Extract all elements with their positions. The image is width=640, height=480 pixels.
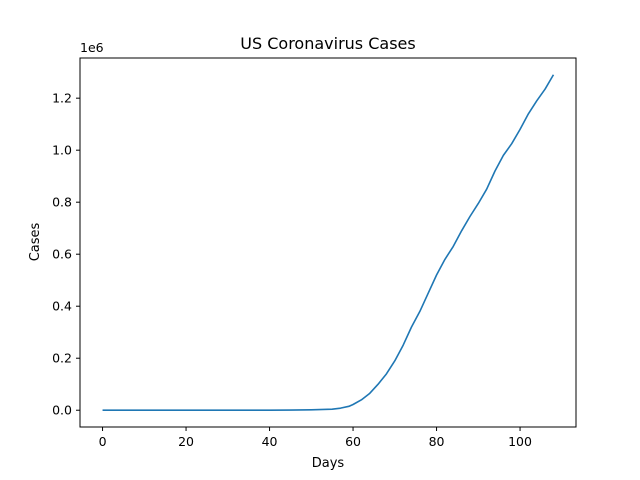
series-line-0 <box>102 74 555 412</box>
y-tick-label: 1.0 <box>52 143 72 158</box>
y-tick-label: 0.8 <box>52 195 72 210</box>
plot-area <box>102 74 555 412</box>
chart-title: US Coronavirus Cases <box>240 34 415 53</box>
y-tick-label: 1.2 <box>52 91 72 106</box>
x-axis-title: Days <box>312 456 345 471</box>
y-axis-title: Cases <box>28 222 43 261</box>
x-tick-label: 20 <box>178 434 194 449</box>
y-offset-label: 1e6 <box>80 40 104 55</box>
y-axis: 0.0 0.2 0.4 0.6 0.8 1.0 1.2 <box>52 91 80 418</box>
x-tick-label: 0 <box>99 434 107 449</box>
x-axis: 0 20 40 60 80 100 <box>99 427 532 449</box>
x-tick-label: 100 <box>508 434 532 449</box>
y-tick-label: 0.2 <box>52 351 72 366</box>
x-tick-label: 60 <box>345 434 361 449</box>
x-tick-label: 80 <box>429 434 445 449</box>
axes-frame <box>79 57 577 428</box>
y-tick-label: 0.0 <box>52 403 72 418</box>
y-tick-label: 0.6 <box>52 247 72 262</box>
y-tick-label: 0.4 <box>52 299 72 314</box>
x-tick-label: 40 <box>262 434 278 449</box>
